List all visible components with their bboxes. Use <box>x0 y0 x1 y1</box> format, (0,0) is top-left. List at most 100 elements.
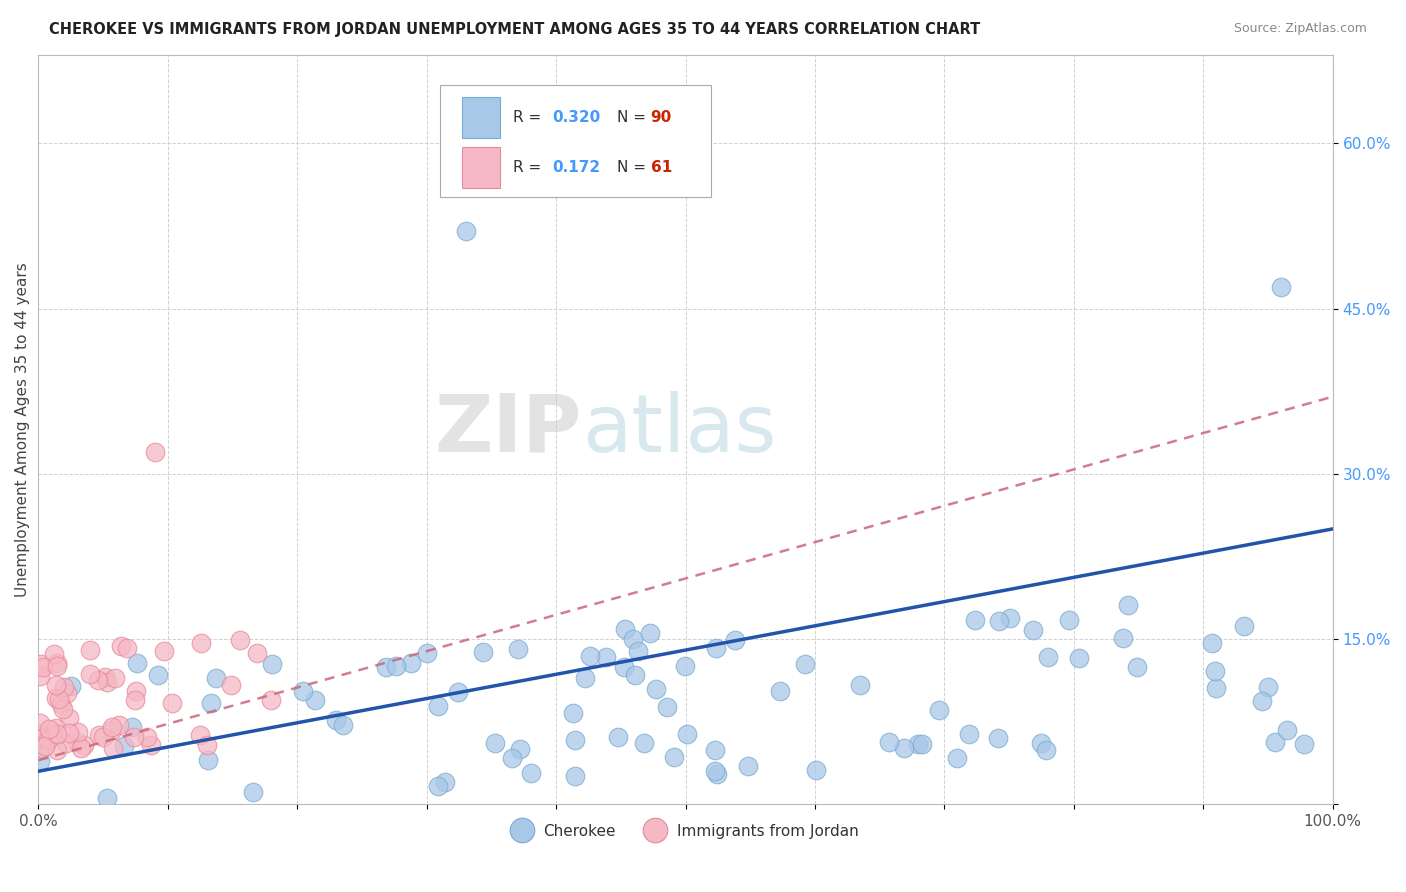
Point <box>794 657 817 672</box>
Point <box>45 678 67 692</box>
Point <box>122 730 145 744</box>
Point <box>427 699 450 714</box>
Point <box>59 679 82 693</box>
FancyBboxPatch shape <box>440 85 711 197</box>
Point <box>28 731 51 746</box>
Point <box>509 742 531 756</box>
Point <box>58 726 80 740</box>
Text: 0.320: 0.320 <box>553 110 600 125</box>
Point <box>447 685 470 699</box>
Point <box>623 668 645 682</box>
Point <box>607 730 630 744</box>
Point <box>219 678 242 692</box>
Point <box>45 722 67 736</box>
Point <box>879 735 901 749</box>
Point <box>44 647 66 661</box>
Point <box>638 626 661 640</box>
Point <box>945 751 967 765</box>
Point <box>1022 623 1045 637</box>
Point <box>454 224 477 238</box>
Point <box>79 643 101 657</box>
Point <box>246 646 269 660</box>
Point <box>959 727 981 741</box>
Point <box>127 657 149 671</box>
Point <box>110 639 132 653</box>
Point <box>662 749 685 764</box>
Point <box>564 732 586 747</box>
Point <box>633 736 655 750</box>
Point <box>48 691 70 706</box>
Point <box>30 754 52 768</box>
Point <box>1125 659 1147 673</box>
Point <box>37 732 59 747</box>
Point <box>31 731 53 745</box>
Point <box>94 670 117 684</box>
Point <box>506 641 529 656</box>
Point <box>427 779 450 793</box>
Point <box>484 735 506 749</box>
Point <box>66 734 89 748</box>
Point <box>1031 736 1053 750</box>
Point <box>657 699 679 714</box>
Point <box>574 672 596 686</box>
Point <box>704 743 727 757</box>
Point <box>907 737 929 751</box>
Point <box>520 765 543 780</box>
Point <box>1270 279 1292 293</box>
Point <box>1205 681 1227 696</box>
Point <box>1057 613 1080 627</box>
Text: Source: ZipAtlas.com: Source: ZipAtlas.com <box>1233 22 1367 36</box>
Point <box>374 659 396 673</box>
Point <box>135 730 157 744</box>
Point <box>401 656 423 670</box>
Point <box>804 763 827 777</box>
Point <box>595 649 617 664</box>
Text: R =: R = <box>513 160 547 175</box>
Point <box>45 727 67 741</box>
Point <box>32 731 55 745</box>
Point <box>673 659 696 673</box>
Point <box>724 632 747 647</box>
Point <box>1067 651 1090 665</box>
Point <box>704 640 727 655</box>
Point <box>108 718 131 732</box>
Point <box>1116 598 1139 612</box>
Bar <box>461 147 501 188</box>
Point <box>96 674 118 689</box>
Point <box>1035 743 1057 757</box>
Point <box>101 723 124 738</box>
Point <box>200 696 222 710</box>
Point <box>1201 636 1223 650</box>
Point <box>564 769 586 783</box>
Text: 61: 61 <box>651 160 672 175</box>
Point <box>1112 631 1135 645</box>
Point <box>676 727 699 741</box>
Point <box>52 680 75 694</box>
Point <box>162 696 184 710</box>
Point <box>613 622 636 636</box>
Y-axis label: Unemployment Among Ages 35 to 44 years: Unemployment Among Ages 35 to 44 years <box>15 262 30 597</box>
Text: N =: N = <box>617 110 651 125</box>
Point <box>987 614 1010 628</box>
Point <box>46 656 69 670</box>
Point <box>139 738 162 752</box>
Point <box>384 659 406 673</box>
Point <box>292 684 315 698</box>
Point <box>304 693 326 707</box>
Point <box>79 667 101 681</box>
Point <box>87 728 110 742</box>
Point <box>204 671 226 685</box>
Point <box>737 758 759 772</box>
Point <box>1233 619 1256 633</box>
Point <box>104 671 127 685</box>
Point <box>1250 694 1272 708</box>
Point <box>103 740 125 755</box>
Point <box>848 677 870 691</box>
Point <box>1277 723 1299 738</box>
Point <box>1264 735 1286 749</box>
Point <box>325 713 347 727</box>
Point <box>416 646 439 660</box>
Point <box>52 701 75 715</box>
Point <box>46 658 69 673</box>
Point <box>69 740 91 755</box>
